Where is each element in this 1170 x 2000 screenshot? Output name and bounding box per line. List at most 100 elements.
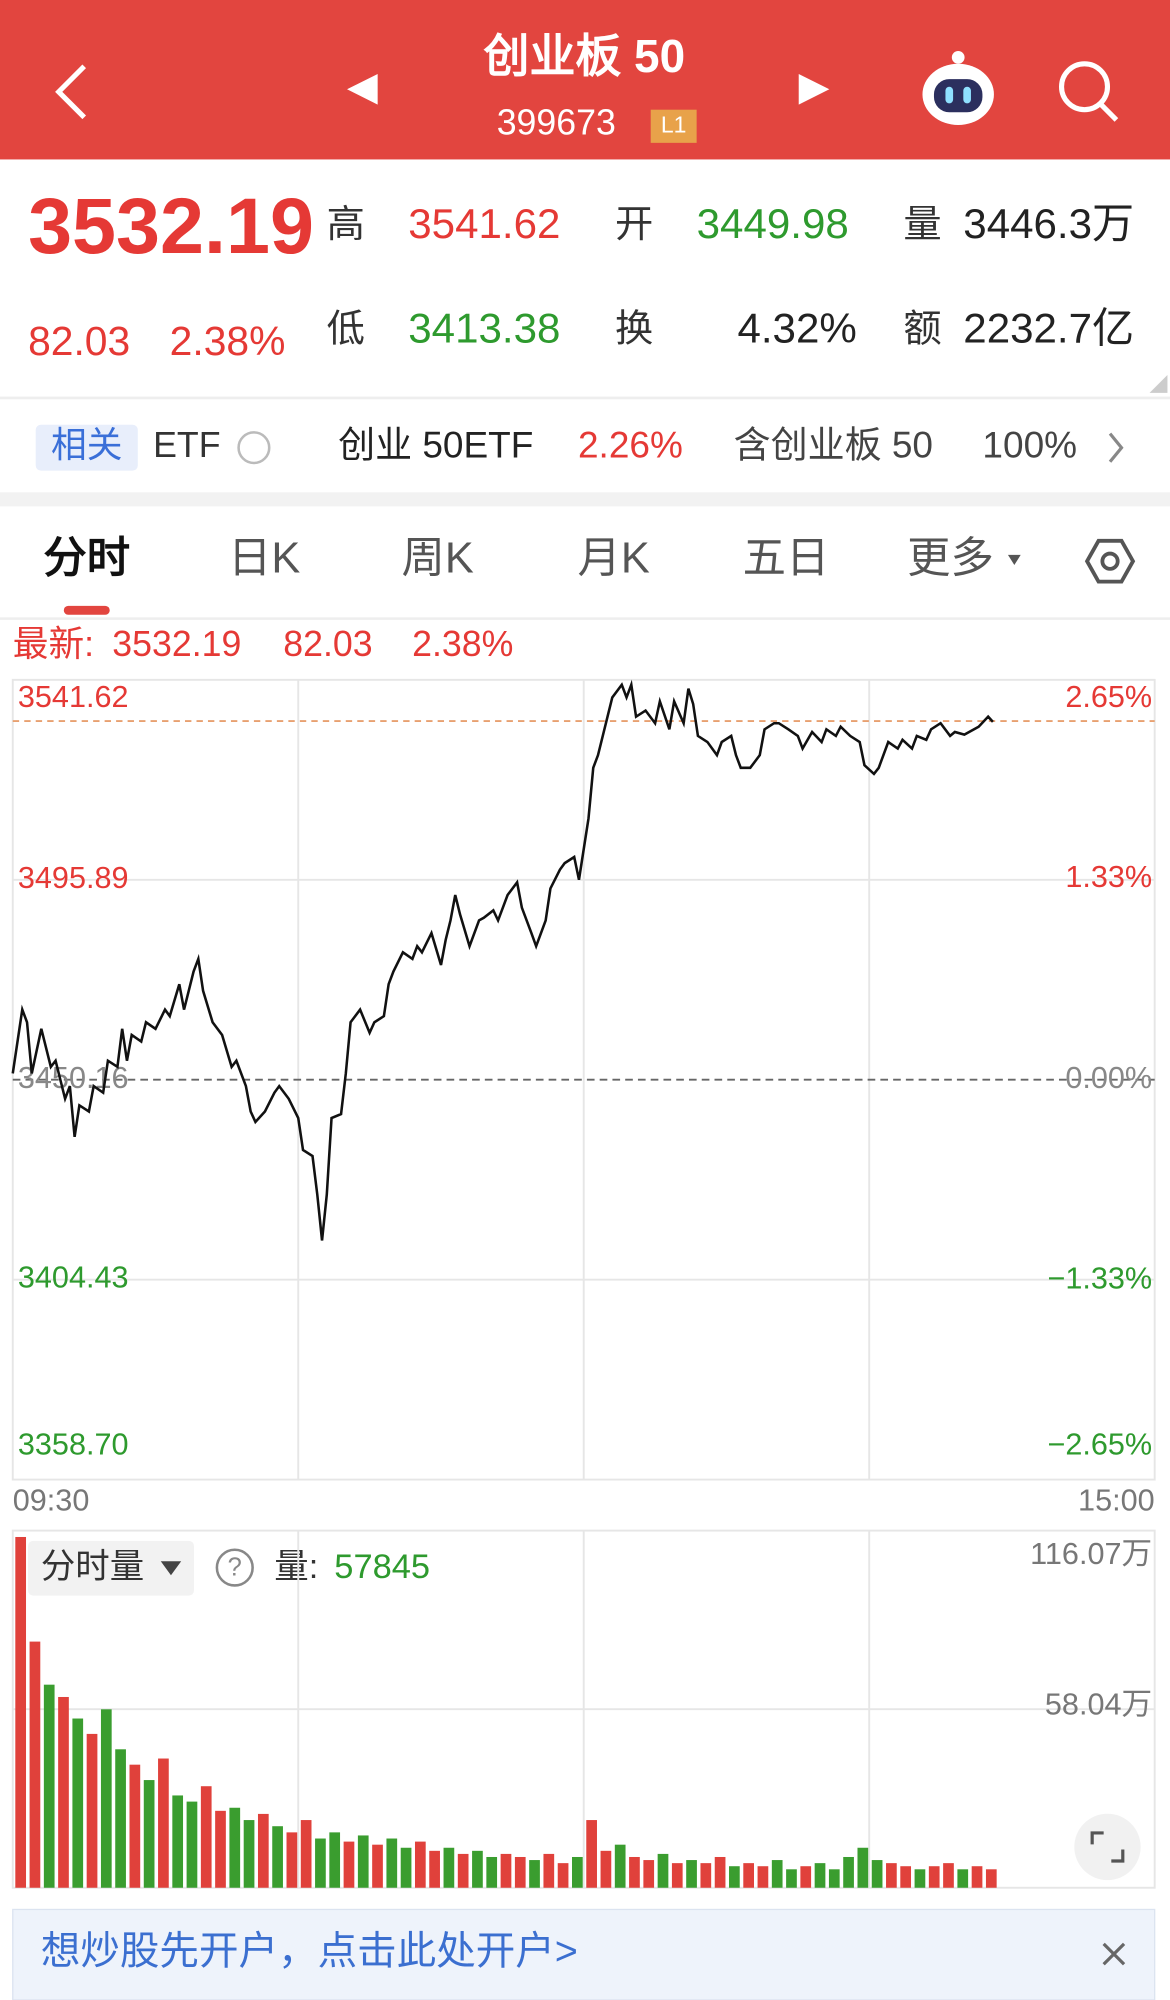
search-button[interactable] xyxy=(1058,61,1119,122)
volume-bar xyxy=(800,1866,812,1888)
volume-selector[interactable] xyxy=(28,1540,194,1596)
y2-tick-label: 0.00% xyxy=(1065,1061,1152,1095)
robot-eye xyxy=(963,86,971,104)
tab-bar: 分时 日K 周K 月K 五日 更多 xyxy=(43,535,994,583)
volume-bar xyxy=(272,1826,283,1888)
banner-text: 想炒股先开户，点击此处开户> xyxy=(41,1930,578,1974)
volume-value: 3446.3万 xyxy=(963,200,1134,247)
volume-bar xyxy=(886,1863,897,1888)
high-value: 3541.62 xyxy=(408,200,560,247)
volume-bar xyxy=(914,1869,926,1888)
robot-face xyxy=(933,79,983,113)
tab[interactable]: 日K xyxy=(228,535,300,583)
tab[interactable]: 分时 xyxy=(43,535,130,583)
y-tick-label: 3404.43 xyxy=(18,1261,129,1295)
volume-bar xyxy=(472,1850,483,1888)
high-label: 高 xyxy=(327,203,365,246)
turnover-value: 4.32% xyxy=(737,305,856,352)
volume-bar xyxy=(514,1856,526,1888)
volume-bar xyxy=(686,1860,697,1888)
settings-button[interactable] xyxy=(1084,538,1136,584)
last-price: 3532.19 xyxy=(28,181,314,270)
open-account-banner[interactable]: 想炒股先开户，点击此处开户> xyxy=(12,1908,1156,2000)
etf-holding: 含创业板 50 xyxy=(734,424,933,465)
open-label: 开 xyxy=(615,203,653,246)
volume-bar xyxy=(928,1866,940,1888)
etf-fund-change: 2.26% xyxy=(578,424,683,465)
fullscreen-button[interactable] xyxy=(1074,1813,1141,1881)
volume-bar xyxy=(172,1795,184,1888)
x-tick-label: 09:30 xyxy=(13,1484,90,1518)
volume-bar xyxy=(700,1863,712,1888)
etf-fund: 创业 50ETF xyxy=(338,424,533,465)
fullscreen-icon xyxy=(1090,1831,1125,1863)
y-tick-label: 3450.16 xyxy=(18,1061,129,1095)
volume-bar xyxy=(657,1853,669,1888)
volume-bar xyxy=(900,1866,912,1888)
price-line xyxy=(11,679,994,1241)
banner-bg xyxy=(12,1908,1156,2000)
volume-bar xyxy=(315,1838,326,1888)
volume-bar xyxy=(985,1869,997,1888)
fullscreen-bg xyxy=(1074,1813,1141,1881)
volume-bar xyxy=(129,1764,141,1888)
search-icon xyxy=(1099,102,1119,122)
volume-bar xyxy=(714,1856,726,1888)
y-tick-label: 3495.89 xyxy=(18,861,129,895)
volume-bar xyxy=(72,1718,84,1888)
volume-bar xyxy=(58,1696,69,1888)
close-banner[interactable] xyxy=(1102,1942,1126,1966)
volume-bar xyxy=(243,1820,255,1888)
volume-bar xyxy=(300,1820,312,1888)
y2-tick-label: 1.33% xyxy=(1065,860,1152,894)
settings-icon xyxy=(1100,551,1120,571)
volume-bar xyxy=(443,1847,455,1888)
latest-price: 3532.19 xyxy=(112,624,241,664)
volume-bar xyxy=(43,1684,55,1888)
tab[interactable]: 周K xyxy=(401,535,473,583)
help-icon[interactable] xyxy=(215,1548,254,1587)
volume-bar xyxy=(529,1860,540,1888)
volume-bar xyxy=(357,1835,369,1888)
y-tick-label: 116.07万 xyxy=(1030,1537,1152,1571)
volume-bar xyxy=(614,1844,626,1888)
help-icon-mark: ? xyxy=(228,1554,242,1582)
prev-button[interactable] xyxy=(347,73,378,105)
tab[interactable]: 更多 xyxy=(907,535,994,583)
latest-change: 82.03 xyxy=(283,624,372,664)
back-button[interactable] xyxy=(55,64,87,120)
amount-value: 2232.7亿 xyxy=(963,305,1134,352)
robot-antenna xyxy=(951,51,965,64)
volume-bar xyxy=(414,1841,426,1888)
price-change-pct: 2.38% xyxy=(170,318,286,364)
volume-bar xyxy=(343,1841,355,1888)
volume-bar xyxy=(828,1869,840,1888)
volume-bar xyxy=(486,1856,498,1888)
volume-bar xyxy=(372,1844,383,1888)
next-button[interactable] xyxy=(798,73,830,105)
tab[interactable]: 五日 xyxy=(743,535,830,583)
x-tick-label: 15:00 xyxy=(1078,1484,1155,1518)
volume-bar xyxy=(586,1820,597,1888)
volume-bar xyxy=(957,1869,969,1888)
corner-mark xyxy=(1149,375,1168,393)
volume-bar xyxy=(843,1856,854,1888)
tab[interactable]: 月K xyxy=(578,535,650,583)
volume-bar xyxy=(257,1813,269,1888)
volume-label: 量 xyxy=(903,203,941,246)
volume-bar xyxy=(200,1786,212,1888)
etf-tag xyxy=(35,424,138,471)
volume-bar xyxy=(500,1853,512,1888)
amount-label: 额 xyxy=(903,308,941,351)
volume-bar xyxy=(215,1810,226,1888)
volume-selector-text: 分时量 xyxy=(41,1548,144,1586)
help-icon[interactable] xyxy=(237,431,271,465)
robot-button[interactable] xyxy=(922,51,994,125)
dropdown-arrow xyxy=(1007,554,1021,566)
price-change: 82.03 xyxy=(28,318,130,364)
volume-bar xyxy=(100,1709,112,1888)
etf-row[interactable]: 相关 ETF 创业 50ETF 2.26% 含创业板 50 100% xyxy=(35,424,1124,471)
tab-underline xyxy=(63,605,110,615)
volume-bar xyxy=(143,1780,155,1888)
volume-bar xyxy=(115,1749,126,1888)
